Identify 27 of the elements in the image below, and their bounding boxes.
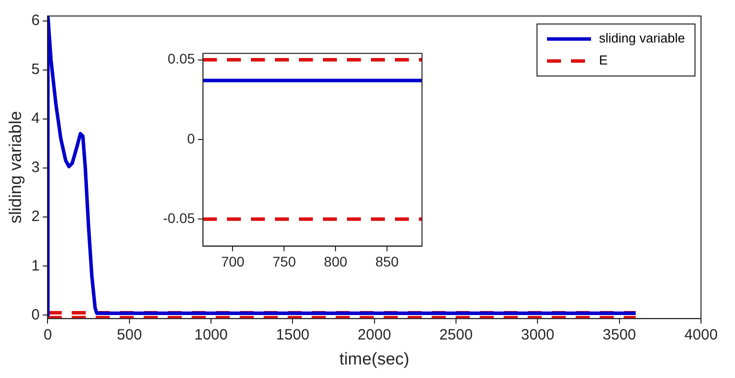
y-tick-label: 1 bbox=[31, 257, 40, 274]
y-tick-label: 0 bbox=[31, 306, 40, 324]
x-tick-label: 2000 bbox=[358, 326, 392, 344]
y-tick-label: 4 bbox=[31, 110, 40, 128]
y-tick-label: 3 bbox=[31, 159, 40, 176]
y-tick-label: 0.05 bbox=[168, 50, 196, 67]
x-tick-label: 2500 bbox=[439, 326, 473, 344]
x-tick-label: 4000 bbox=[684, 326, 718, 344]
x-tick-label: 1000 bbox=[194, 326, 228, 344]
y-tick-label: 5 bbox=[31, 61, 40, 78]
y-axis-title: sliding variable bbox=[6, 111, 25, 224]
x-tick-label: 800 bbox=[324, 253, 348, 270]
x-tick-label: 0 bbox=[44, 326, 52, 344]
x-tick-label: 500 bbox=[116, 326, 142, 344]
legend-label: E bbox=[599, 52, 608, 68]
x-tick-label: 700 bbox=[221, 253, 245, 270]
legend-label: sliding variable bbox=[599, 30, 686, 46]
y-tick-label: 0 bbox=[187, 130, 196, 146]
x-tick-label: 750 bbox=[272, 253, 296, 270]
x-axis-title: time(sec) bbox=[339, 349, 410, 368]
x-tick-label: 3000 bbox=[521, 326, 554, 344]
x-tick-label: 3500 bbox=[602, 326, 636, 344]
y-tick-label: 2 bbox=[31, 208, 40, 226]
y-tick-label: 6 bbox=[31, 12, 40, 30]
x-tick-label: 1500 bbox=[276, 326, 310, 344]
y-tick-label: -0.05 bbox=[162, 210, 196, 226]
x-tick-label: 850 bbox=[375, 253, 399, 270]
